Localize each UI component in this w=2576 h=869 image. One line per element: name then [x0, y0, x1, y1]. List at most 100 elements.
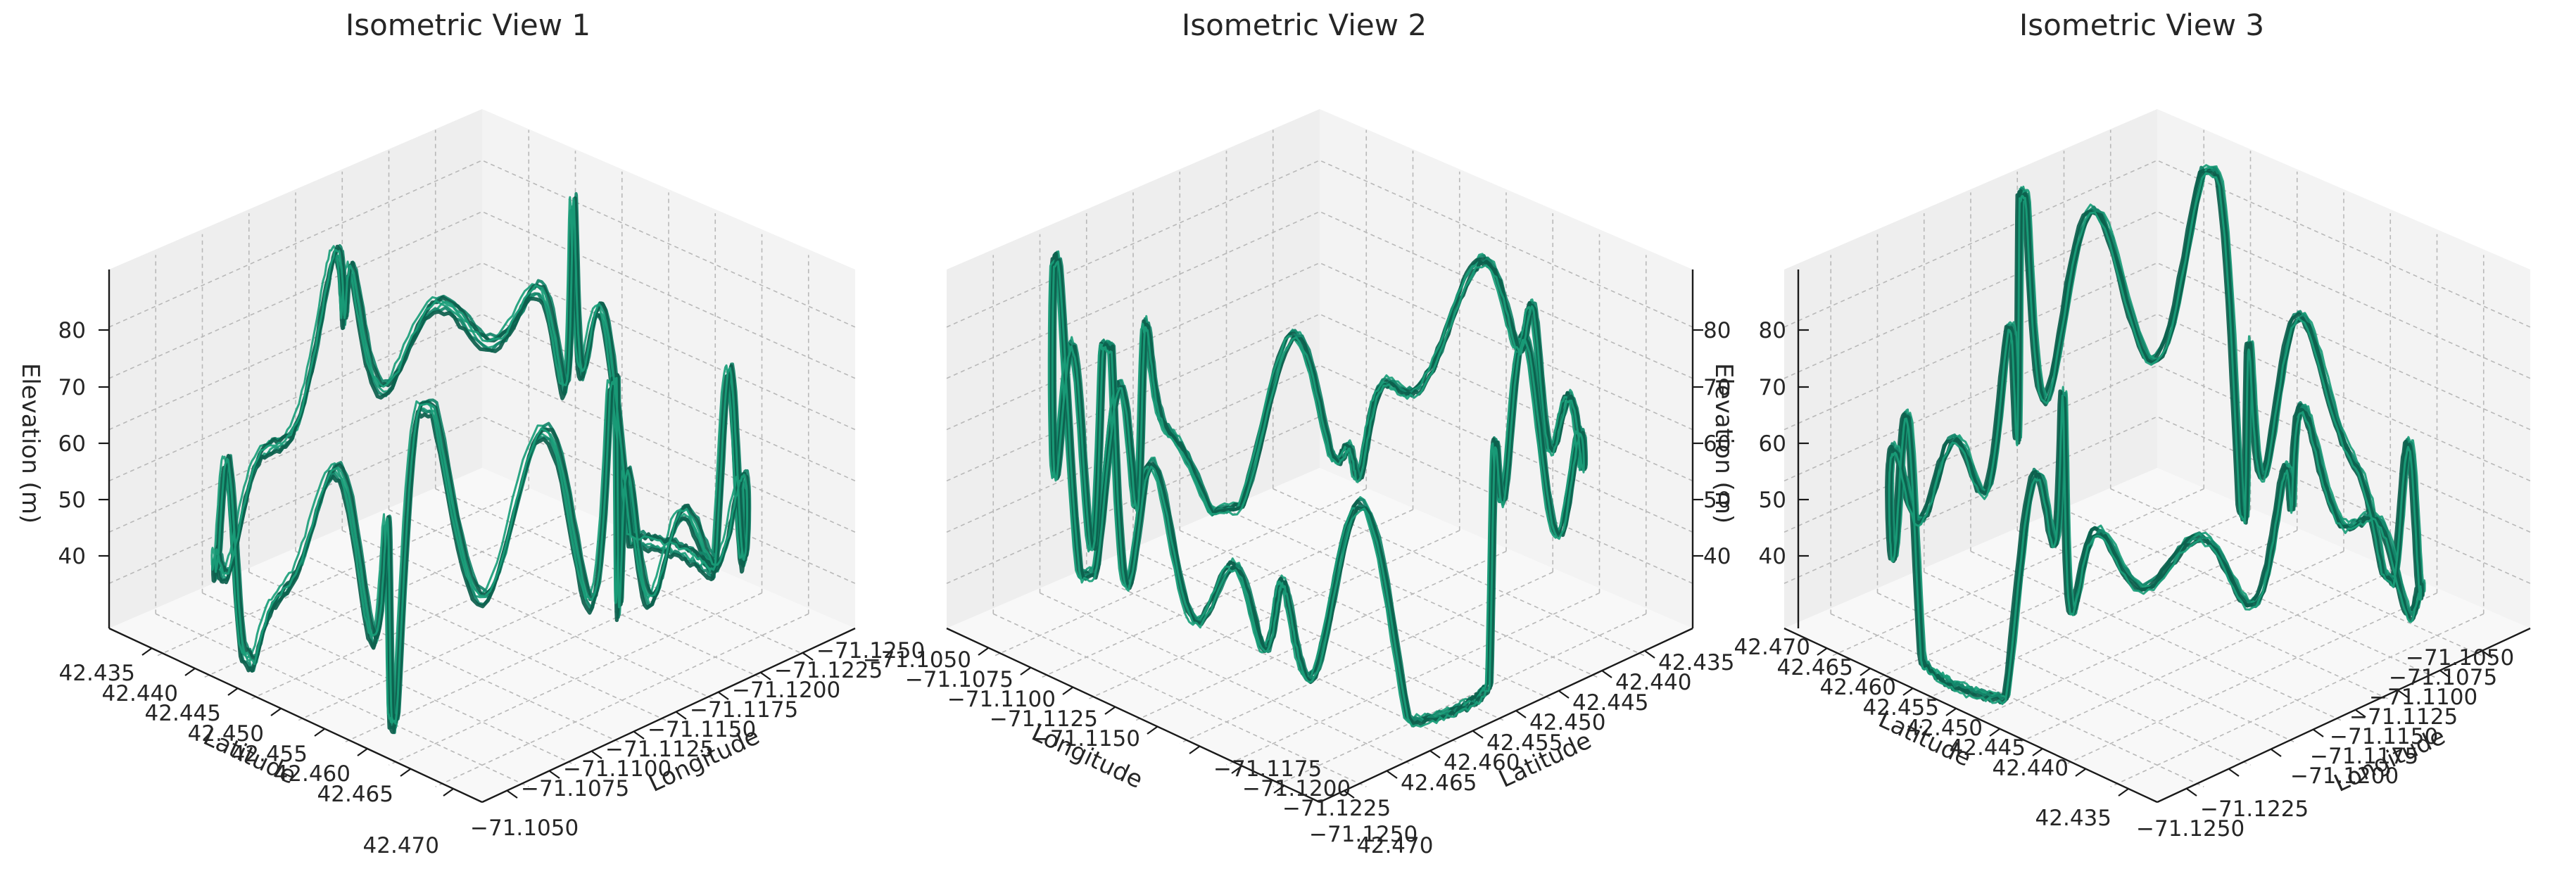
panel-3-x-tick-label: −71.1150: [2330, 724, 2438, 749]
grid-line: [1830, 613, 2204, 787]
panel-2-x-tick-label: −71.1200: [1242, 776, 1351, 801]
panel-2-z-tick-label: 70: [1703, 375, 1731, 400]
panel-2-x-tick-label: −71.1075: [905, 667, 1014, 692]
panel-1-y-tick-label: 42.470: [363, 833, 439, 858]
panel-3-z-tick-label: 80: [1759, 318, 1786, 343]
panel-1-x-tick-label: −71.1225: [774, 658, 883, 683]
track-line: [1885, 167, 2421, 701]
panel-2-x-axis-line: [946, 627, 1320, 804]
panel-3-x-tick-label: −71.1050: [2406, 645, 2514, 671]
panel-2-x-tick-label: −71.1050: [863, 647, 971, 673]
panel-2-x-tick-label: −71.1100: [947, 687, 1056, 712]
panel-3-z-tick-label: 70: [1759, 375, 1786, 400]
panel-2-y-tick-label: 42.435: [1658, 650, 1734, 675]
panel-3-y-tick-label: 42.460: [1820, 675, 1896, 700]
panel-3-x-tick-label: −71.1225: [2200, 797, 2309, 822]
track-line: [1051, 260, 1585, 728]
panel-1-x-tick-label: −71.1250: [816, 638, 925, 664]
grid-line: [2064, 592, 2437, 766]
panel-1-x-tick-label: −71.1175: [690, 697, 798, 723]
panel-3-z-tick-label: 60: [1759, 431, 1786, 457]
panel-1-y-tick-label: 42.460: [274, 761, 351, 787]
panel-2-y-tick-label: 42.455: [1486, 730, 1562, 756]
panel-3-x-ticks: −71.1050 −71.1075 −71.1100 −71.1125 −71.…: [2136, 645, 2514, 842]
panel-3-x-tick-label: −71.1100: [2369, 685, 2477, 710]
track-line: [1888, 172, 2423, 705]
panel-3-z-tick-label: 50: [1759, 488, 1786, 513]
grid-line: [1040, 592, 1413, 766]
panel-1-x-tick-label: −71.1200: [732, 678, 840, 703]
panel-1-x-ticks: −71.1250 −71.1225 −71.1200 −71.1175 −71.…: [470, 638, 925, 841]
panel-1-y-tick-label: 42.450: [188, 721, 264, 747]
panel-1-z-tick-label: 80: [58, 318, 86, 343]
panel-1-z-tick-label: 40: [58, 544, 86, 569]
panel-3-x-tick-label: −71.1200: [2290, 763, 2399, 789]
grid-line: [2016, 571, 2391, 744]
grid-line: [1086, 571, 1460, 744]
panel-2-x-tick-label: −71.1150: [1032, 726, 1140, 751]
panel-3-x-tick-label: −71.1250: [2136, 816, 2244, 842]
grid-line: [1179, 571, 1553, 744]
panel-3-z-ticks: 80 70 60 50 40: [1759, 318, 1809, 569]
panel-2-z-ticks: 80 70 60 50 40: [1693, 318, 1731, 569]
grid-line: [389, 592, 762, 766]
panel-2: Isometric View 2 80 70 60 50 40 Elevatio…: [863, 8, 1738, 858]
panel-1-y-ticks: 42.435 42.440 42.445 42.450 42.455 42.46…: [59, 647, 454, 858]
grid-line: [248, 571, 623, 744]
panel-3-x-tick-label: −71.1125: [2349, 704, 2458, 730]
panel-3-z-tick-label: 40: [1759, 544, 1786, 569]
panel-1-x-tick-label: −71.1150: [648, 717, 756, 742]
panel-3-x-axis-line: [2157, 627, 2531, 804]
grid-line: [1273, 613, 1647, 787]
panel-2-tracks: [1047, 250, 1589, 728]
panel-1-z-tick-label: 50: [58, 488, 86, 513]
panel-2-y-tick-label: 42.460: [1444, 750, 1520, 775]
panel-3-y-axis-line: [1783, 627, 2158, 804]
panel-2-y-axis-line: [1319, 627, 1693, 804]
grid-line: [248, 530, 623, 701]
grid-line: [341, 571, 716, 744]
grid-line: [1924, 571, 2298, 744]
panel-1-y-tick-label: 42.465: [317, 782, 393, 807]
panel-2-z-tick-label: 80: [1703, 318, 1731, 343]
panel-2-x-tick-label: −71.1250: [1309, 822, 1418, 847]
panel-2-z-tick-label: 50: [1703, 488, 1731, 513]
grid-line: [1132, 550, 1507, 723]
panel-2-x-tick-label: −71.1175: [1213, 756, 1322, 782]
panel-1: Isometric View 1 80 70 60 50 40 Elevatio…: [16, 8, 925, 858]
grid-line: [2110, 488, 2485, 657]
grid-line: [1924, 530, 2298, 701]
grid-line: [1877, 592, 2251, 766]
panel-1-x-axis-line: [481, 627, 856, 804]
panel-3-y-tick-label: 42.450: [1907, 716, 1983, 741]
panel-1-y-tick-label: 42.445: [145, 701, 221, 726]
panel-3-tracks: [1885, 164, 2426, 705]
panel-1-z-ticks: 80 70 60 50 40: [58, 318, 109, 569]
grid-line: [155, 613, 529, 787]
panel-2-y-tick-label: 42.445: [1572, 690, 1648, 716]
grid-line: [2016, 530, 2391, 701]
panel-1-x-tick-label: −71.1125: [605, 737, 714, 762]
panel-3-title: Isometric View 3: [2019, 8, 2264, 42]
panel-1-y-tick-label: 42.435: [59, 661, 135, 686]
panel-1-title: Isometric View 1: [346, 8, 591, 42]
panel-3: Isometric View 3 80 70 60 50 40: [1734, 8, 2531, 842]
panel-3-x-tick-label: −71.1175: [2310, 744, 2418, 769]
panel-3-x-tick-label: −71.1075: [2389, 665, 2497, 690]
grid-line: [992, 613, 1367, 787]
grid-line: [1970, 550, 2344, 723]
panel-3-y-tick-label: 42.445: [1950, 735, 2026, 761]
panel-3-y-tick-label: 42.470: [1734, 635, 1810, 660]
grid-line: [1226, 592, 1600, 766]
grid-line: [1273, 488, 1647, 657]
grid-line: [2110, 613, 2485, 787]
panel-1-y-axis-line: [108, 627, 483, 804]
panel-3-y-tick-label: 42.440: [1993, 756, 2069, 781]
panel-2-z-tick-label: 60: [1703, 431, 1731, 457]
grid-line: [341, 530, 716, 701]
panel-3-y-tick-label: 42.465: [1777, 655, 1853, 680]
panel-1-z-tick-label: 60: [58, 431, 86, 457]
panel-1-x-tick-label: −71.1100: [563, 756, 671, 782]
track-line: [214, 197, 748, 725]
